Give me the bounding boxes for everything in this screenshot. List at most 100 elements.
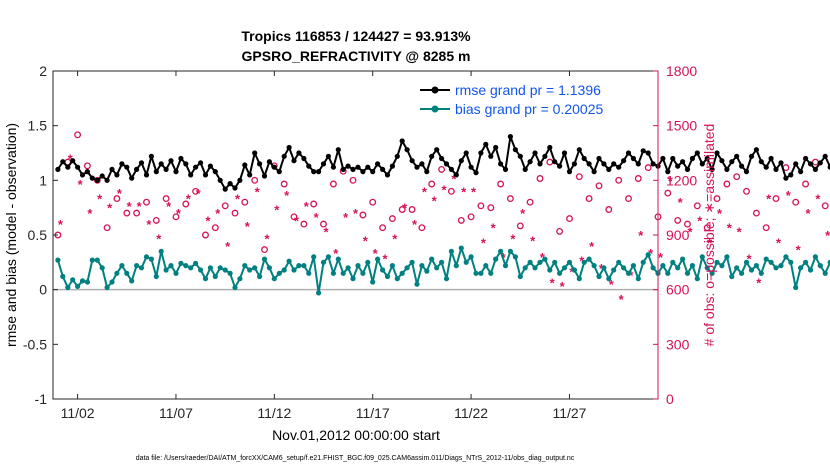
assimilated-obs-point: * bbox=[255, 184, 261, 199]
assimilated-obs-point: * bbox=[520, 206, 526, 221]
possible-obs-point bbox=[329, 180, 337, 188]
rmse-point bbox=[768, 155, 774, 162]
rmse-point bbox=[419, 161, 425, 167]
rmse-point bbox=[817, 160, 823, 166]
y-tick-label: -0.5 bbox=[23, 336, 47, 352]
rmse-point bbox=[414, 164, 420, 170]
rmse-point bbox=[65, 164, 71, 170]
rmse-point bbox=[522, 166, 528, 172]
bias-point bbox=[517, 273, 523, 280]
rmse-point bbox=[325, 153, 331, 159]
bias-point bbox=[296, 263, 302, 269]
rmse-point bbox=[202, 172, 209, 178]
assimilated-obs-point: * bbox=[786, 188, 792, 203]
assimilated-obs-point: * bbox=[304, 199, 310, 214]
bias-point bbox=[70, 277, 76, 283]
rmse-point bbox=[714, 150, 720, 156]
rmse-point bbox=[670, 155, 676, 162]
bias-point bbox=[434, 265, 440, 271]
rmse-point bbox=[778, 160, 784, 166]
bias-point bbox=[699, 254, 705, 260]
bias-point bbox=[532, 265, 538, 271]
rmse-point bbox=[70, 158, 76, 164]
possible-obs-point bbox=[74, 131, 82, 139]
rmse-point bbox=[512, 147, 519, 153]
y-tick-label-right: 300 bbox=[666, 336, 690, 352]
possible-obs-point bbox=[497, 180, 505, 188]
bias-point bbox=[547, 267, 553, 273]
rmse-point bbox=[783, 175, 789, 181]
rmse-point bbox=[345, 163, 351, 169]
bias-point bbox=[217, 265, 223, 271]
bias-point bbox=[753, 263, 760, 269]
bias-point bbox=[143, 254, 150, 260]
rmse-point bbox=[719, 158, 725, 164]
rmse-point bbox=[739, 163, 745, 169]
assimilated-obs-point: * bbox=[550, 275, 556, 290]
y-tick-label: 1.5 bbox=[28, 118, 48, 134]
bias-point bbox=[468, 254, 474, 260]
bias-point bbox=[232, 284, 238, 291]
bias-point bbox=[134, 263, 140, 269]
possible-obs-point bbox=[349, 176, 357, 184]
rmse-point bbox=[645, 150, 651, 156]
rmse-point bbox=[621, 158, 627, 164]
bias-point bbox=[375, 256, 381, 262]
rmse-point bbox=[168, 158, 174, 164]
possible-obs-point bbox=[615, 176, 623, 184]
bias-point bbox=[660, 263, 666, 269]
rmse-point bbox=[247, 172, 253, 178]
assimilated-obs-point: * bbox=[333, 246, 339, 261]
possible-obs-point bbox=[280, 180, 288, 188]
legend-bias-label: bias grand pr = 0.20025 bbox=[455, 101, 603, 117]
possible-obs-point bbox=[811, 158, 819, 166]
assimilated-obs-point: * bbox=[796, 243, 802, 258]
assimilated-obs-point: * bbox=[441, 182, 447, 197]
rmse-point bbox=[561, 150, 568, 156]
rmse-point bbox=[463, 150, 469, 156]
assimilated-obs-point: * bbox=[225, 239, 231, 254]
rmse-point bbox=[606, 166, 612, 172]
rmse-point bbox=[763, 164, 769, 170]
rmse-point bbox=[439, 155, 445, 162]
assimilated-obs-point: * bbox=[609, 277, 615, 292]
bias-point bbox=[365, 259, 371, 265]
bias-point bbox=[635, 276, 641, 282]
rmse-point bbox=[699, 161, 705, 167]
rmse-point bbox=[158, 161, 164, 167]
assimilated-obs-point: * bbox=[815, 192, 821, 207]
rmse-point bbox=[94, 177, 100, 183]
bias-point bbox=[463, 259, 469, 265]
y-tick-label: 0.5 bbox=[28, 227, 48, 243]
rmse-point bbox=[527, 159, 533, 165]
bias-point bbox=[650, 265, 656, 271]
bias-point bbox=[281, 267, 287, 273]
rmse-point bbox=[389, 163, 395, 169]
possible-obs-point bbox=[428, 180, 436, 188]
assimilated-obs-point: * bbox=[264, 232, 270, 247]
rmse-point bbox=[291, 158, 297, 164]
bias-point bbox=[138, 265, 145, 271]
possible-obs-point bbox=[320, 220, 327, 228]
possible-obs-point bbox=[743, 187, 750, 195]
bias-point bbox=[222, 267, 228, 273]
assimilated-obs-point: * bbox=[825, 228, 830, 243]
rmse-point bbox=[591, 169, 597, 175]
possible-obs-point bbox=[261, 246, 268, 254]
bias-point bbox=[758, 270, 764, 276]
assimilated-obs-point: * bbox=[58, 217, 64, 232]
bias-point bbox=[729, 273, 735, 280]
bias-point bbox=[306, 270, 312, 276]
bias-point bbox=[822, 270, 828, 276]
assimilated-obs-point: * bbox=[186, 192, 192, 207]
bias-point bbox=[266, 265, 272, 271]
possible-obs-point bbox=[457, 216, 465, 224]
bias-point bbox=[330, 270, 336, 276]
assimilated-obs-point: * bbox=[540, 250, 546, 265]
y-axis-label-right: # of obs: o=possible; ∗=assimilated bbox=[701, 124, 717, 347]
bias-point bbox=[571, 267, 578, 273]
bias-point bbox=[301, 263, 307, 269]
assimilated-obs-point: * bbox=[323, 224, 329, 239]
assimilated-obs-point: * bbox=[589, 239, 595, 254]
bias-point bbox=[483, 263, 489, 269]
